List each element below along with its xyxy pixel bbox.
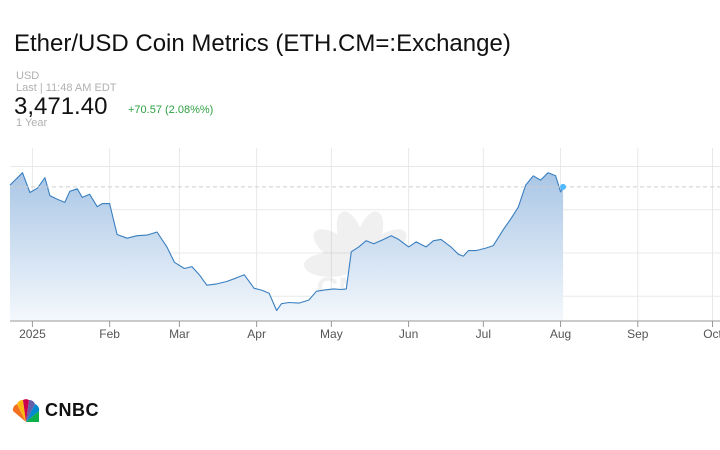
last-price-marker (560, 183, 567, 190)
chart-title: Ether/USD Coin Metrics (ETH.CM=:Exchange… (14, 30, 511, 57)
time-range-label: 1 Year (16, 117, 48, 129)
x-tick-label-4: May (320, 327, 343, 341)
cnbc-logo-text: CNBC (45, 400, 99, 420)
currency-label: USD (16, 70, 40, 82)
x-tick-label-6: Jul (476, 327, 491, 341)
x-tick-label-0: 2025 (19, 327, 46, 341)
series-area (10, 172, 564, 321)
price-change: +70.57 (2.08%%) (128, 104, 214, 116)
x-tick-label-9: Oct (703, 327, 720, 341)
x-tick-label-8: Sep (627, 327, 649, 341)
cnbc-peacock-icon (12, 399, 40, 422)
x-tick-label-3: Apr (247, 327, 266, 341)
series-line (9, 172, 564, 312)
x-tick-label-1: Feb (99, 327, 120, 341)
x-tick-label-2: Mar (169, 327, 190, 341)
last-price: 3,471.40 (14, 93, 108, 120)
x-tick-label-5: Jun (399, 327, 418, 341)
x-tick-label-7: Aug (550, 327, 571, 341)
last-update-time: Last | 11:48 AM EDT (16, 82, 117, 94)
